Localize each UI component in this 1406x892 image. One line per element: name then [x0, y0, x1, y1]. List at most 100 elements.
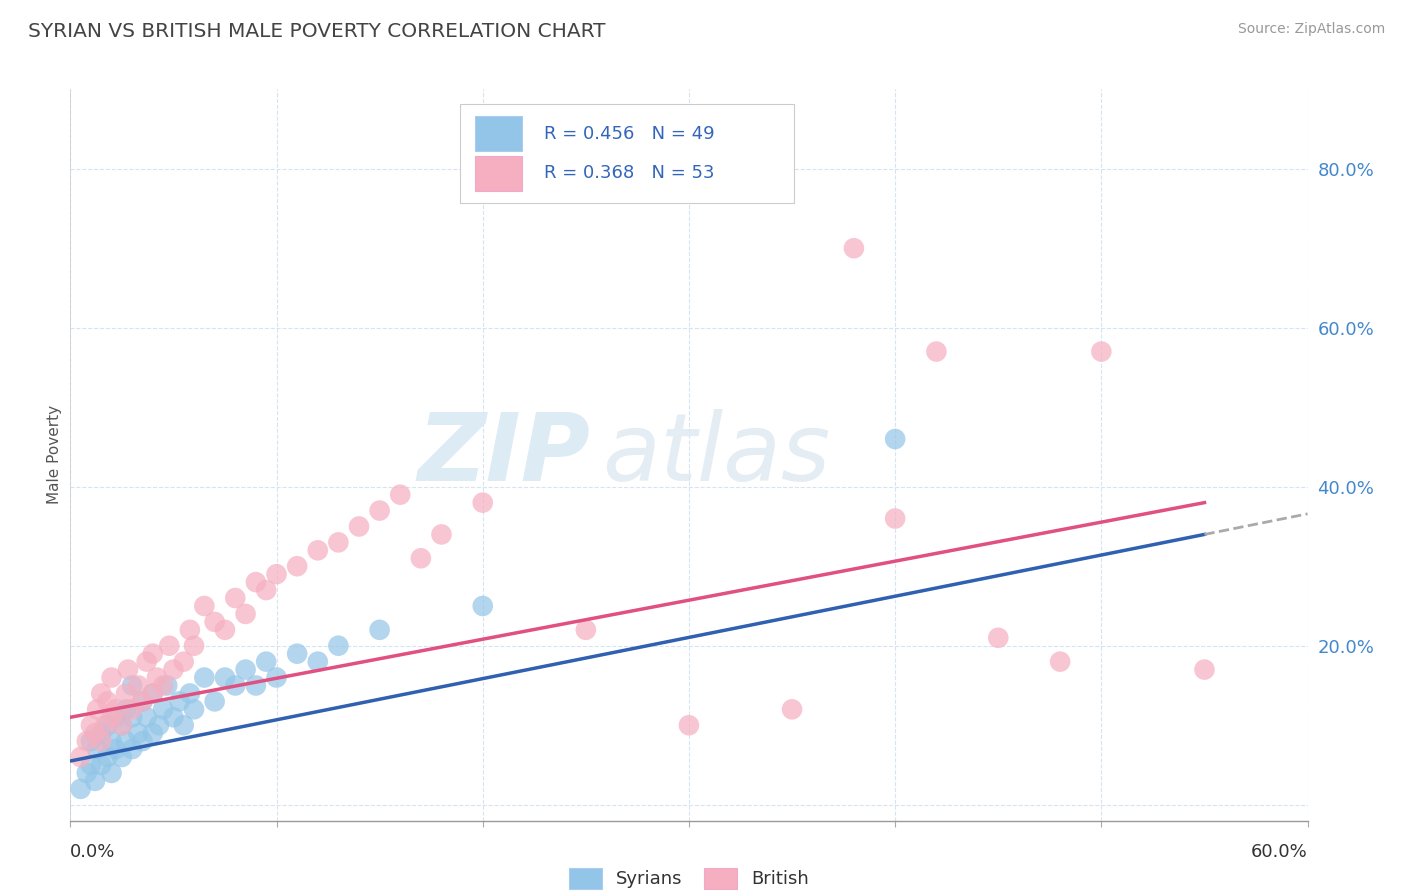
- Point: [678, 718, 700, 732]
- Point: [127, 678, 149, 692]
- Point: [157, 639, 180, 653]
- Point: [183, 639, 205, 653]
- Point: [235, 607, 257, 621]
- Point: [104, 742, 127, 756]
- Point: [204, 615, 226, 629]
- Point: [193, 671, 215, 685]
- Point: [142, 686, 165, 700]
- Point: [100, 766, 122, 780]
- Point: [925, 344, 948, 359]
- Point: [131, 734, 153, 748]
- Point: [94, 718, 117, 732]
- FancyBboxPatch shape: [460, 103, 794, 202]
- Point: [169, 694, 191, 708]
- Point: [285, 559, 308, 574]
- Point: [179, 686, 201, 700]
- Point: [842, 241, 865, 255]
- Point: [266, 671, 288, 685]
- Text: Source: ZipAtlas.com: Source: ZipAtlas.com: [1237, 22, 1385, 37]
- Point: [131, 694, 153, 708]
- Point: [368, 503, 391, 517]
- Point: [115, 686, 138, 700]
- Text: 60.0%: 60.0%: [1251, 843, 1308, 861]
- Point: [121, 742, 143, 756]
- Point: [884, 432, 907, 446]
- Point: [86, 742, 108, 756]
- Point: [115, 734, 138, 748]
- Point: [162, 663, 184, 677]
- Point: [100, 734, 122, 748]
- Point: [142, 647, 165, 661]
- Point: [266, 567, 288, 582]
- Point: [235, 663, 257, 677]
- Text: atlas: atlas: [602, 409, 831, 500]
- Point: [1194, 663, 1216, 677]
- Point: [146, 671, 169, 685]
- Point: [224, 678, 246, 692]
- Point: [111, 718, 134, 732]
- Point: [173, 718, 195, 732]
- Point: [328, 535, 350, 549]
- Point: [307, 543, 329, 558]
- Text: ZIP: ZIP: [418, 409, 591, 501]
- Point: [389, 488, 412, 502]
- Point: [430, 527, 453, 541]
- Point: [148, 718, 170, 732]
- Point: [84, 773, 107, 788]
- Point: [245, 678, 267, 692]
- Point: [104, 710, 127, 724]
- Point: [100, 671, 122, 685]
- Point: [780, 702, 803, 716]
- Point: [409, 551, 432, 566]
- Point: [1049, 655, 1071, 669]
- Point: [96, 750, 118, 764]
- Point: [100, 710, 122, 724]
- Text: R = 0.368   N = 53: R = 0.368 N = 53: [544, 164, 714, 182]
- Point: [115, 702, 138, 716]
- Point: [117, 663, 139, 677]
- Point: [104, 702, 127, 716]
- Point: [135, 655, 157, 669]
- Point: [987, 631, 1010, 645]
- Point: [368, 623, 391, 637]
- Point: [80, 718, 103, 732]
- Point: [152, 678, 174, 692]
- Legend: Syrians, British: Syrians, British: [562, 861, 815, 892]
- Point: [173, 655, 195, 669]
- Y-axis label: Male Poverty: Male Poverty: [46, 405, 62, 505]
- Point: [86, 702, 108, 716]
- Point: [80, 734, 103, 748]
- Point: [80, 758, 103, 772]
- Point: [84, 726, 107, 740]
- Point: [214, 671, 236, 685]
- Point: [183, 702, 205, 716]
- Text: 0.0%: 0.0%: [70, 843, 115, 861]
- Point: [121, 702, 143, 716]
- Text: SYRIAN VS BRITISH MALE POVERTY CORRELATION CHART: SYRIAN VS BRITISH MALE POVERTY CORRELATI…: [28, 22, 606, 41]
- Point: [307, 655, 329, 669]
- Point: [214, 623, 236, 637]
- Point: [347, 519, 370, 533]
- Point: [135, 710, 157, 724]
- Bar: [475, 116, 522, 152]
- Point: [245, 575, 267, 590]
- Point: [69, 750, 91, 764]
- Point: [76, 766, 98, 780]
- Point: [142, 726, 165, 740]
- Text: R = 0.456   N = 49: R = 0.456 N = 49: [544, 125, 714, 143]
- Point: [69, 781, 91, 796]
- Point: [90, 758, 112, 772]
- Point: [127, 726, 149, 740]
- Point: [121, 678, 143, 692]
- Point: [224, 591, 246, 605]
- Point: [90, 686, 112, 700]
- Bar: [475, 156, 522, 191]
- Point: [152, 702, 174, 716]
- Point: [96, 694, 118, 708]
- Point: [131, 694, 153, 708]
- Point: [471, 599, 494, 613]
- Point: [111, 718, 134, 732]
- Point: [254, 655, 277, 669]
- Point: [90, 726, 112, 740]
- Point: [254, 583, 277, 598]
